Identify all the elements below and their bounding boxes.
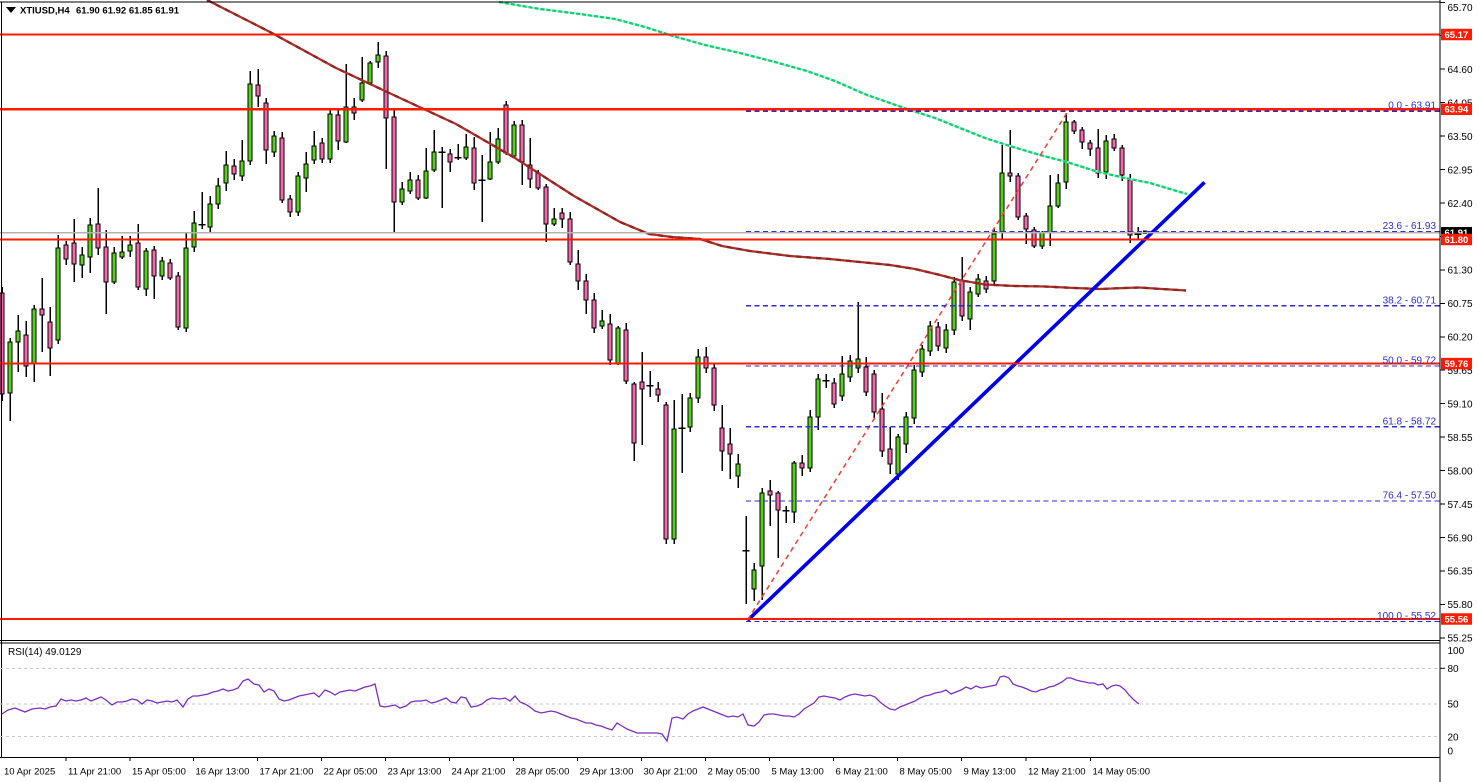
- svg-text:11 Apr 21:00: 11 Apr 21:00: [68, 767, 121, 778]
- svg-text:12 May 21:00: 12 May 21:00: [1028, 767, 1086, 778]
- svg-text:59.76: 59.76: [1445, 359, 1469, 370]
- svg-text:61.80: 61.80: [1445, 235, 1469, 246]
- svg-text:22 Apr 05:00: 22 Apr 05:00: [324, 767, 378, 778]
- svg-text:38.2 - 60.71: 38.2 - 60.71: [1383, 295, 1437, 306]
- svg-text:60.75: 60.75: [1448, 299, 1473, 310]
- svg-text:80: 80: [1448, 664, 1460, 675]
- svg-text:62.95: 62.95: [1448, 165, 1473, 176]
- svg-text:59.65: 59.65: [1448, 366, 1473, 377]
- svg-text:58.00: 58.00: [1448, 466, 1473, 477]
- svg-text:14 May 05:00: 14 May 05:00: [1093, 767, 1151, 778]
- svg-text:5 May 13:00: 5 May 13:00: [772, 767, 824, 778]
- svg-text:8 May 05:00: 8 May 05:00: [900, 767, 952, 778]
- svg-text:55.25: 55.25: [1448, 634, 1473, 645]
- svg-text:61.30: 61.30: [1448, 266, 1473, 277]
- svg-text:50: 50: [1448, 700, 1460, 711]
- svg-text:29 Apr 13:00: 29 Apr 13:00: [580, 767, 634, 778]
- svg-text:23 Apr 13:00: 23 Apr 13:00: [388, 767, 442, 778]
- svg-text:17 Apr 21:00: 17 Apr 21:00: [260, 767, 314, 778]
- svg-text:63.94: 63.94: [1445, 105, 1469, 116]
- svg-text:56.90: 56.90: [1448, 533, 1473, 544]
- svg-text:55.56: 55.56: [1445, 614, 1469, 625]
- svg-text:23.6 - 61.93: 23.6 - 61.93: [1383, 221, 1437, 232]
- svg-text:16 Apr 13:00: 16 Apr 13:00: [196, 767, 250, 778]
- svg-text:63.50: 63.50: [1448, 132, 1473, 143]
- svg-text:55.80: 55.80: [1448, 600, 1473, 611]
- svg-text:30 Apr 21:00: 30 Apr 21:00: [644, 767, 698, 778]
- svg-text:59.10: 59.10: [1448, 399, 1473, 410]
- svg-text:61.90 61.92 61.85 61.91: 61.90 61.92 61.85 61.91: [76, 6, 180, 17]
- svg-text:100: 100: [1448, 646, 1465, 657]
- svg-text:76.4 - 57.50: 76.4 - 57.50: [1383, 491, 1437, 502]
- svg-text:RSI(14) 49.0129: RSI(14) 49.0129: [8, 647, 82, 658]
- svg-text:24 Apr 21:00: 24 Apr 21:00: [452, 767, 506, 778]
- svg-text:9 May 13:00: 9 May 13:00: [964, 767, 1016, 778]
- svg-text:0: 0: [1448, 746, 1454, 757]
- svg-text:50.0 - 59.72: 50.0 - 59.72: [1383, 356, 1437, 367]
- svg-text:57.45: 57.45: [1448, 500, 1473, 511]
- svg-text:2 May 05:00: 2 May 05:00: [708, 767, 760, 778]
- svg-text:0.0 - 63.91: 0.0 - 63.91: [1388, 101, 1436, 112]
- svg-text:28 Apr 05:00: 28 Apr 05:00: [516, 767, 570, 778]
- svg-text:61.91: 61.91: [1445, 228, 1469, 239]
- svg-text:58.55: 58.55: [1448, 433, 1473, 444]
- svg-text:61.8 - 58.72: 61.8 - 58.72: [1383, 416, 1437, 427]
- svg-text:10 Apr 2025: 10 Apr 2025: [4, 767, 55, 778]
- svg-text:60.20: 60.20: [1448, 333, 1473, 344]
- svg-text:100.0 - 55.52: 100.0 - 55.52: [1377, 611, 1436, 622]
- svg-text:15 Apr 05:00: 15 Apr 05:00: [132, 767, 186, 778]
- svg-text:56.35: 56.35: [1448, 567, 1473, 578]
- svg-text:20: 20: [1448, 732, 1460, 743]
- svg-text:64.60: 64.60: [1448, 65, 1473, 76]
- svg-text:62.40: 62.40: [1448, 199, 1473, 210]
- svg-text:65.17: 65.17: [1445, 30, 1469, 41]
- svg-text:65.70: 65.70: [1448, 3, 1473, 14]
- svg-text:6 May 21:00: 6 May 21:00: [836, 767, 888, 778]
- svg-text:XTIUSD,H4: XTIUSD,H4: [20, 6, 70, 17]
